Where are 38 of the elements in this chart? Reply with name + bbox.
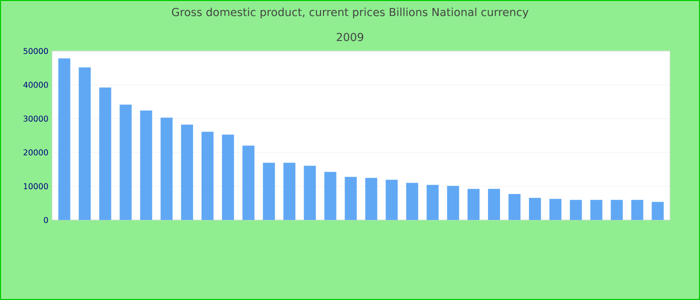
bar bbox=[508, 194, 520, 220]
bar bbox=[324, 172, 336, 220]
bar bbox=[386, 180, 398, 220]
bar bbox=[99, 88, 112, 220]
bar bbox=[365, 178, 378, 220]
chart-title: Gross domestic product, current prices Billions National currency bbox=[172, 8, 528, 18]
bar bbox=[242, 146, 254, 220]
bar bbox=[78, 67, 91, 220]
bar bbox=[610, 200, 623, 220]
chart-subtitle: 2009 bbox=[336, 32, 364, 42]
bar bbox=[590, 200, 602, 220]
y-tick-label: 10000 bbox=[24, 183, 48, 190]
y-tick-label: 30000 bbox=[24, 116, 48, 122]
bar bbox=[488, 188, 500, 220]
bar bbox=[222, 134, 234, 220]
y-tick-label: 40000 bbox=[23, 82, 48, 88]
bar bbox=[528, 198, 541, 220]
bar bbox=[406, 182, 418, 220]
bar bbox=[120, 104, 132, 220]
bar bbox=[181, 124, 194, 220]
y-tick-label: 50000 bbox=[24, 48, 48, 54]
bar bbox=[570, 200, 582, 220]
bar bbox=[262, 162, 275, 220]
bar bbox=[58, 58, 70, 220]
y-tick-label: 20000 bbox=[24, 149, 48, 156]
bar bbox=[160, 118, 173, 220]
bar bbox=[202, 132, 214, 220]
bar bbox=[283, 162, 296, 220]
bar bbox=[652, 202, 664, 220]
bar bbox=[304, 166, 316, 220]
bar bbox=[140, 110, 152, 220]
bar bbox=[549, 198, 562, 220]
bar bbox=[344, 176, 357, 220]
bar bbox=[631, 200, 644, 220]
bar bbox=[447, 186, 460, 220]
bar bbox=[426, 184, 439, 220]
bar bbox=[468, 188, 480, 220]
y-tick-label: 0 bbox=[44, 216, 48, 224]
